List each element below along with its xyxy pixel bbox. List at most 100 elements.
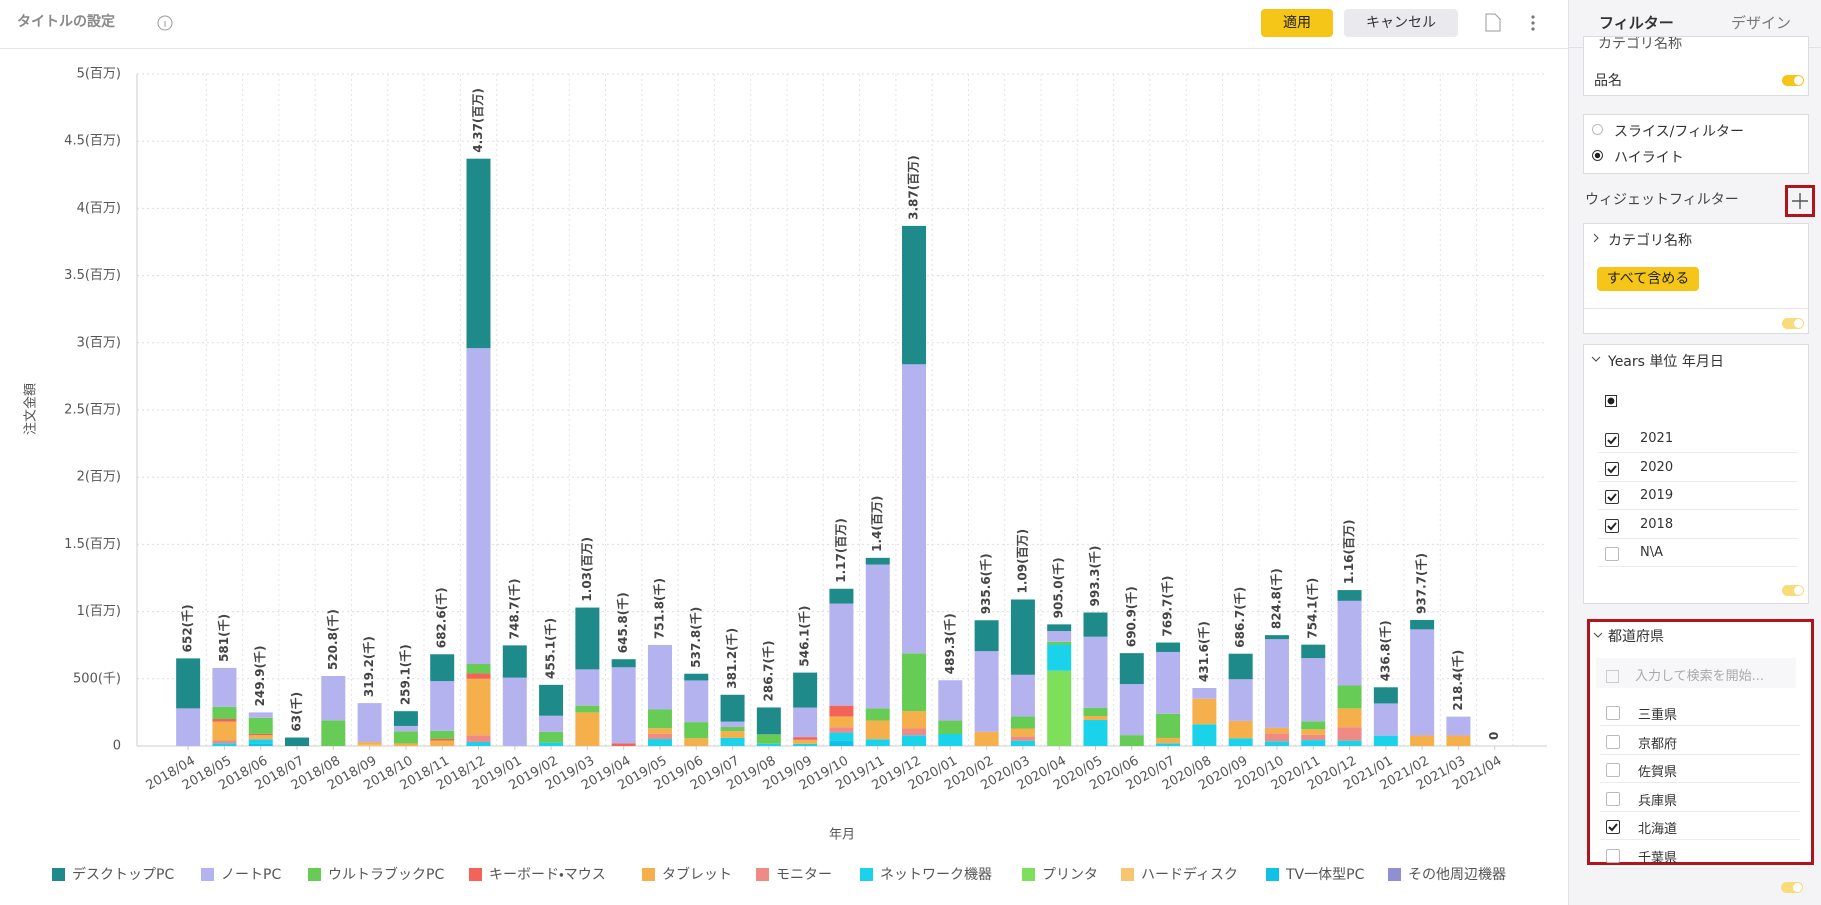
checkbox[interactable] bbox=[1606, 763, 1620, 777]
checkbox[interactable] bbox=[1606, 791, 1620, 806]
card-title[interactable]: Years 単位 年月日 bbox=[1608, 354, 1724, 370]
checkbox[interactable] bbox=[1605, 433, 1619, 447]
card-title[interactable]: カテゴリ名称 bbox=[1608, 233, 1692, 249]
bar-segment bbox=[1264, 639, 1289, 728]
total-label: 581(千) bbox=[216, 614, 231, 662]
bar-segment bbox=[1083, 707, 1108, 716]
bar-segment bbox=[684, 722, 709, 739]
bar-segment bbox=[357, 744, 382, 746]
row-line bbox=[1598, 566, 1798, 567]
total-label: 824.8(千) bbox=[1268, 568, 1283, 629]
bar-segment bbox=[1192, 724, 1217, 746]
mode-box: スライス/フィルター ハイライト bbox=[1583, 114, 1809, 174]
bar-segment bbox=[974, 731, 999, 746]
chart: タイトルの設定 適用 キャンセル 年月 注文金額 0 500(千) 1(百万) 1.5… bbox=[0, 9, 1568, 883]
card-title[interactable]: 都道府県 bbox=[1608, 629, 1664, 645]
legend-swatch bbox=[1121, 868, 1134, 881]
total-label: 682.6(千) bbox=[434, 587, 449, 648]
bar-segment bbox=[1156, 743, 1181, 746]
row-line bbox=[1598, 537, 1798, 539]
list-item[interactable]: 京都府 bbox=[1638, 736, 1678, 752]
card: カテゴリ名称すべて含める bbox=[1583, 223, 1809, 334]
checkbox[interactable] bbox=[1606, 734, 1620, 749]
bar-segment bbox=[829, 716, 854, 728]
bar-segment bbox=[938, 733, 963, 746]
bar-segment bbox=[1373, 703, 1398, 736]
list-item[interactable]: 2019 bbox=[1640, 488, 1674, 503]
menu-icon[interactable] bbox=[1531, 15, 1535, 19]
legend-label: ネットワーク機器 bbox=[880, 867, 992, 883]
bar-segment bbox=[1301, 734, 1326, 741]
total-label: 249.9(千) bbox=[252, 645, 267, 706]
list-item[interactable]: 千葉県 bbox=[1638, 850, 1678, 866]
radio[interactable] bbox=[1592, 150, 1603, 161]
checkbox[interactable] bbox=[1605, 518, 1619, 533]
expand-icon bbox=[1592, 627, 1604, 643]
y-tick-label: 2(百万) bbox=[77, 470, 121, 485]
bar-segment bbox=[793, 739, 818, 744]
bar-segment bbox=[1010, 599, 1035, 675]
add-filter-button[interactable] bbox=[1785, 185, 1815, 217]
filter-panel: フィルター デザイン カテゴリ名称 品名 スライス/フィルター ハイライト ウィジェットフィ… bbox=[1568, 0, 1821, 905]
menu-icon bbox=[1531, 21, 1535, 25]
legend-label: TV一体型PC bbox=[1285, 867, 1365, 883]
list-item[interactable]: 2020 bbox=[1640, 459, 1674, 475]
list-item[interactable]: 北海道 bbox=[1638, 822, 1678, 837]
total-label: 381.2(千) bbox=[724, 628, 739, 689]
toggle[interactable] bbox=[1782, 75, 1804, 86]
bar-segment bbox=[647, 733, 672, 740]
checkbox[interactable] bbox=[1606, 706, 1620, 720]
search-checkbox[interactable] bbox=[1606, 670, 1619, 683]
apply-label: 適用 bbox=[1283, 15, 1311, 31]
list-item[interactable]: 2021 bbox=[1640, 431, 1674, 446]
tab[interactable]: フィルター bbox=[1599, 14, 1674, 32]
info-icon[interactable] bbox=[157, 15, 173, 31]
radio[interactable] bbox=[1592, 124, 1603, 135]
total-label: 259.1(千) bbox=[397, 644, 412, 705]
y-tick-label: 3(百万) bbox=[77, 335, 121, 350]
list-item[interactable]: 佐賀県 bbox=[1638, 765, 1678, 780]
row-line bbox=[1600, 839, 1800, 840]
legend-swatch bbox=[1022, 868, 1035, 881]
legend-item: ウルトラブックPC bbox=[308, 866, 444, 883]
bar-segment bbox=[902, 735, 927, 746]
check-mark bbox=[1607, 493, 1617, 502]
bar-segment bbox=[1373, 735, 1398, 746]
toggle[interactable] bbox=[1782, 585, 1804, 596]
bar-segment bbox=[1010, 728, 1035, 737]
check-mark bbox=[1608, 823, 1618, 832]
cancel-button[interactable] bbox=[1344, 9, 1458, 37]
checkbox[interactable] bbox=[1605, 547, 1619, 561]
expand-icon bbox=[1590, 351, 1602, 367]
checkbox[interactable] bbox=[1606, 848, 1620, 863]
legend-item: モニター bbox=[756, 867, 832, 883]
list-item[interactable]: 三重県 bbox=[1638, 708, 1678, 723]
checkbox[interactable] bbox=[1606, 820, 1620, 834]
bar-segment bbox=[902, 225, 927, 365]
list-item[interactable]: N\A bbox=[1640, 545, 1663, 560]
row-line bbox=[1600, 725, 1800, 726]
list-item[interactable]: 2018 bbox=[1640, 516, 1674, 532]
list-item[interactable]: 兵庫県 bbox=[1638, 793, 1678, 809]
export-icon[interactable] bbox=[1485, 13, 1501, 32]
bar-segment bbox=[829, 603, 854, 706]
toggle[interactable] bbox=[1781, 882, 1803, 893]
tab[interactable]: デザイン bbox=[1731, 14, 1792, 32]
search-input[interactable]: 入力して検索を開始... bbox=[1635, 669, 1765, 684]
checkbox[interactable] bbox=[1605, 461, 1619, 476]
bar-segment bbox=[1337, 590, 1362, 601]
widget-title[interactable]: タイトルの設定 bbox=[17, 13, 115, 30]
bar-segment bbox=[1301, 658, 1326, 722]
bar-segment bbox=[539, 731, 564, 743]
legend-swatch bbox=[1266, 868, 1279, 881]
select-all[interactable] bbox=[1605, 395, 1617, 407]
include-all-button[interactable]: すべて含める bbox=[1597, 267, 1699, 291]
apply-button[interactable] bbox=[1261, 9, 1333, 37]
checkbox[interactable] bbox=[1605, 490, 1619, 504]
total-label: 690.9(千) bbox=[1123, 586, 1138, 647]
bar-segment bbox=[902, 364, 927, 654]
toggle[interactable] bbox=[1782, 318, 1804, 329]
total-label: 935.6(千) bbox=[978, 553, 993, 614]
row-line bbox=[1600, 867, 1800, 869]
